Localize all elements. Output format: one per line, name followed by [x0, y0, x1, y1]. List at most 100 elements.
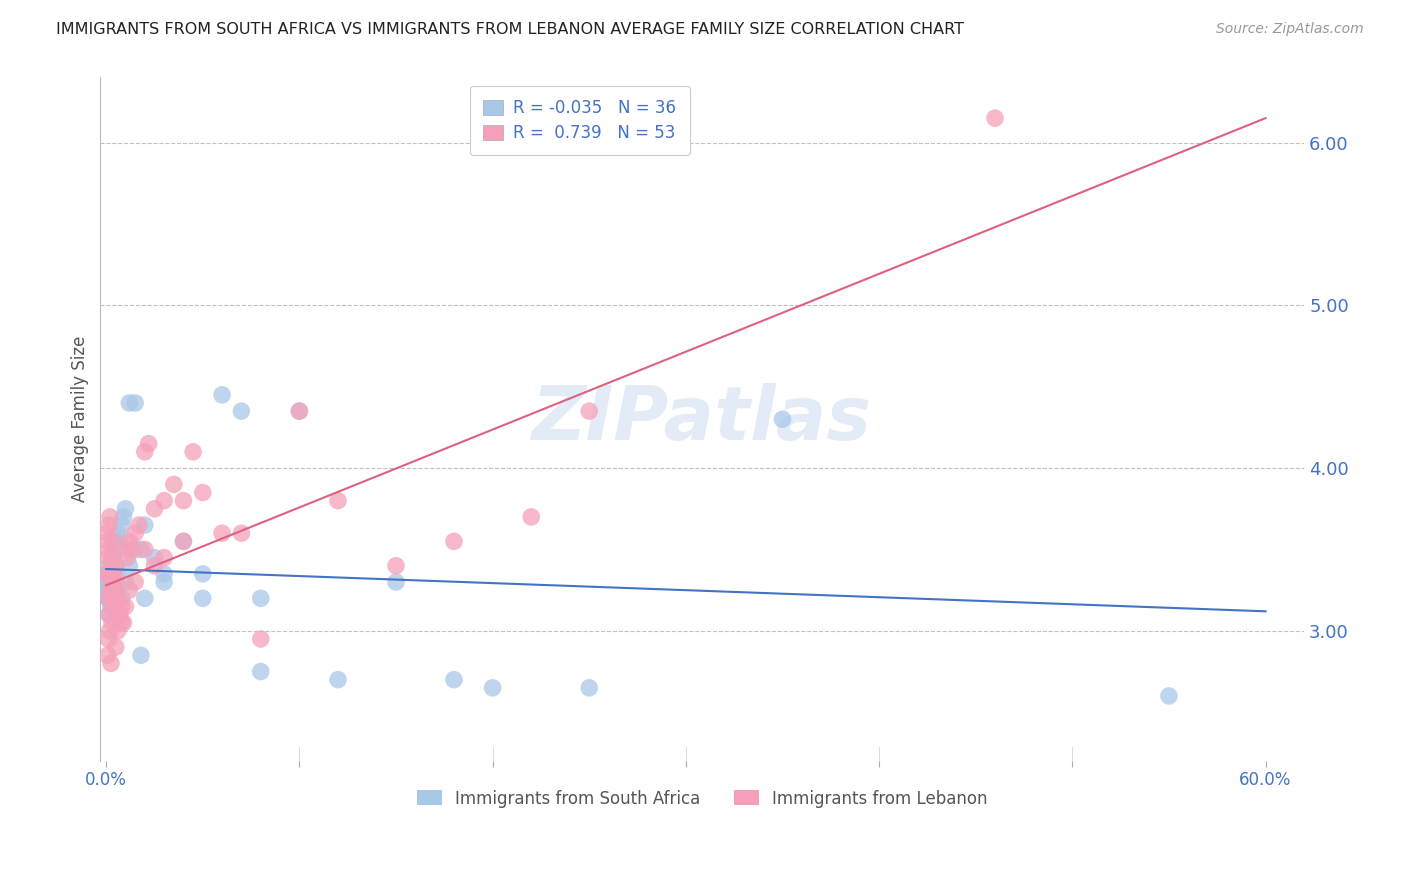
Point	[103, 542, 125, 557]
Point	[97, 566, 120, 581]
Point	[104, 583, 127, 598]
Point	[100, 599, 122, 614]
Point	[114, 599, 136, 614]
Point	[118, 583, 141, 598]
Y-axis label: Average Family Size: Average Family Size	[72, 336, 89, 502]
Point	[211, 526, 233, 541]
Point	[103, 566, 125, 581]
Point	[124, 526, 146, 541]
Point	[114, 574, 136, 589]
Point	[107, 591, 129, 606]
Point	[96, 574, 118, 589]
Point	[98, 583, 121, 598]
Point	[231, 404, 253, 418]
Point	[153, 493, 176, 508]
Point	[96, 566, 118, 581]
Point	[114, 501, 136, 516]
Point	[107, 624, 129, 638]
Point	[129, 542, 152, 557]
Point	[100, 558, 122, 573]
Point	[100, 566, 122, 581]
Point	[101, 574, 124, 589]
Point	[110, 599, 132, 614]
Point	[1157, 689, 1180, 703]
Point	[98, 624, 121, 638]
Point	[191, 591, 214, 606]
Point	[134, 542, 156, 557]
Point	[326, 673, 349, 687]
Point	[98, 607, 121, 622]
Point	[143, 501, 166, 516]
Point	[101, 550, 124, 565]
Point	[100, 599, 122, 614]
Point	[98, 518, 121, 533]
Point	[100, 574, 122, 589]
Point	[108, 534, 131, 549]
Point	[105, 574, 128, 589]
Point	[98, 510, 121, 524]
Point	[100, 657, 122, 671]
Point	[110, 591, 132, 606]
Point	[97, 591, 120, 606]
Point	[104, 583, 127, 598]
Point	[520, 510, 543, 524]
Point	[108, 607, 131, 622]
Point	[191, 566, 214, 581]
Point	[443, 534, 465, 549]
Point	[326, 493, 349, 508]
Point	[117, 550, 139, 565]
Point	[288, 404, 311, 418]
Point	[98, 607, 121, 622]
Point	[153, 550, 176, 565]
Point	[191, 485, 214, 500]
Point	[481, 681, 503, 695]
Point	[97, 632, 120, 646]
Point	[100, 591, 122, 606]
Point	[105, 566, 128, 581]
Point	[97, 542, 120, 557]
Point	[112, 615, 135, 630]
Point	[96, 566, 118, 581]
Point	[104, 534, 127, 549]
Point	[172, 534, 194, 549]
Point	[124, 396, 146, 410]
Point	[231, 526, 253, 541]
Point	[143, 550, 166, 565]
Point	[101, 599, 124, 614]
Point	[443, 673, 465, 687]
Point	[124, 542, 146, 557]
Point	[101, 574, 124, 589]
Point	[249, 665, 271, 679]
Point	[172, 493, 194, 508]
Point	[98, 558, 121, 573]
Point	[120, 542, 142, 557]
Point	[104, 558, 127, 573]
Point	[385, 574, 408, 589]
Text: IMMIGRANTS FROM SOUTH AFRICA VS IMMIGRANTS FROM LEBANON AVERAGE FAMILY SIZE CORR: IMMIGRANTS FROM SOUTH AFRICA VS IMMIGRAN…	[56, 22, 965, 37]
Point	[101, 550, 124, 565]
Point	[163, 477, 186, 491]
Point	[97, 550, 120, 565]
Point	[385, 558, 408, 573]
Point	[97, 648, 120, 663]
Point	[104, 558, 127, 573]
Point	[101, 550, 124, 565]
Point	[114, 542, 136, 557]
Point	[103, 566, 125, 581]
Point	[118, 558, 141, 573]
Point	[98, 574, 121, 589]
Point	[97, 591, 120, 606]
Point	[134, 591, 156, 606]
Point	[108, 607, 131, 622]
Point	[124, 574, 146, 589]
Point	[97, 583, 120, 598]
Point	[984, 111, 1007, 125]
Point	[249, 591, 271, 606]
Point	[578, 681, 600, 695]
Point	[134, 445, 156, 459]
Text: Source: ZipAtlas.com: Source: ZipAtlas.com	[1216, 22, 1364, 37]
Point	[153, 566, 176, 581]
Point	[98, 583, 121, 598]
Point	[97, 591, 120, 606]
Point	[128, 518, 150, 533]
